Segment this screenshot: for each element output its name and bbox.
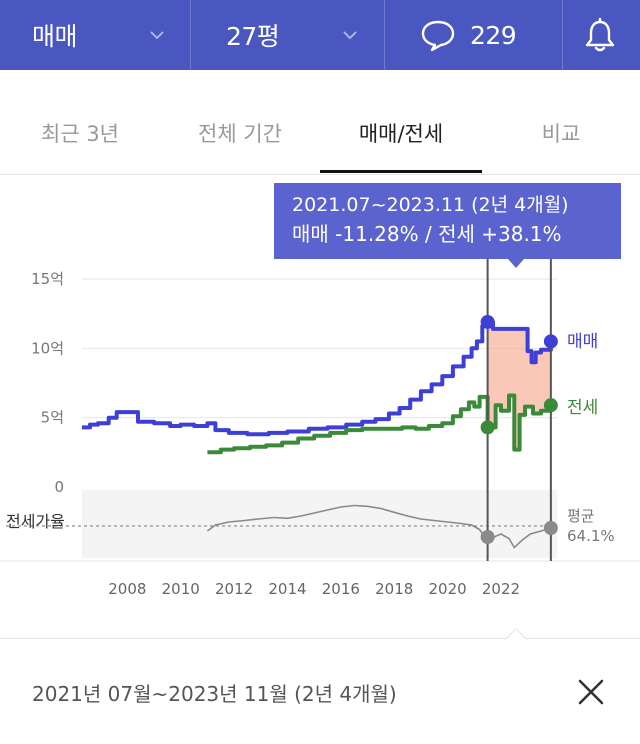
y-tick-label: 15억 <box>31 270 64 288</box>
x-tick-label: 2010 <box>162 580 200 598</box>
header-divider <box>190 0 191 70</box>
close-icon[interactable] <box>574 675 608 709</box>
speech-bubble-icon <box>421 20 455 52</box>
ratio-marker-start <box>480 530 495 544</box>
tab-compare[interactable]: 비교 <box>541 122 581 146</box>
y-tick-label: 5억 <box>41 409 64 427</box>
tooltip-change: 매매 -11.28% / 전세 +38.1% <box>292 222 562 246</box>
x-tick-label: 2016 <box>322 580 360 598</box>
deal-type-dropdown[interactable]: 매매 <box>32 0 78 70</box>
ratio-line <box>206 504 552 549</box>
ratio-panel-bg <box>82 490 557 558</box>
y-tick-label: 10억 <box>31 339 64 357</box>
ratio-avg-label: 평균 <box>567 507 595 525</box>
ratio-avg-value: 64.1% <box>567 527 615 545</box>
x-tick-label: 2014 <box>268 580 306 598</box>
bottom-notch <box>506 628 526 648</box>
header-divider <box>384 0 385 70</box>
deal-type-label: 매매 <box>32 22 78 51</box>
tab-all-period[interactable]: 전체 기간 <box>198 122 282 146</box>
tooltip-pointer <box>508 259 524 268</box>
tab-sale-jeonse[interactable]: 매매/전세 <box>358 122 444 146</box>
selection-tooltip: 2021.07~2023.11 (2년 4개월) 매매 -11.28% / 전세… <box>274 183 621 259</box>
sale-marker-start <box>480 314 495 329</box>
selection-change-area <box>487 321 551 450</box>
bottom-divider <box>0 638 640 639</box>
x-tick-label: 2018 <box>375 580 413 598</box>
jeonse-price-line <box>207 393 553 455</box>
series-label-sale: 매매 <box>567 332 598 352</box>
jeonse-marker-end <box>543 398 558 413</box>
series-label-jeonse: 전세 <box>567 398 598 418</box>
bell-icon <box>585 17 615 52</box>
y-axis: 0 5억 10억 15억 <box>31 270 64 496</box>
y-tick-label: 0 <box>54 478 64 496</box>
selected-period-text: 2021년 07월~2023년 11월 (2년 4개월) <box>32 682 397 706</box>
sale-price-line <box>82 320 553 437</box>
tooltip-period: 2021.07~2023.11 (2년 4개월) <box>292 194 569 216</box>
notification-button[interactable] <box>583 0 617 70</box>
header-divider <box>562 0 563 70</box>
chevron-down-icon[interactable] <box>150 25 164 45</box>
area-label: 27평 <box>226 22 280 51</box>
tab-recent-3-years[interactable]: 최근 3년 <box>41 122 119 146</box>
area-dropdown[interactable]: 27평 <box>226 0 280 70</box>
tabs-divider <box>0 174 640 175</box>
series-lines <box>82 320 553 549</box>
sale-marker-end <box>543 334 558 349</box>
comments-button[interactable]: 229 <box>420 0 517 70</box>
x-tick-label: 2008 <box>108 580 146 598</box>
ratio-marker-end <box>543 521 558 535</box>
period-tabs: 최근 3년 전체 기간 매매/전세 비교 <box>0 100 640 175</box>
series-markers <box>480 314 558 544</box>
ratio-label: 전세가율 <box>6 512 65 531</box>
x-tick-label: 2020 <box>428 580 466 598</box>
x-tick-label: 2022 <box>482 580 520 598</box>
jeonse-marker-start <box>480 420 495 435</box>
comment-count: 229 <box>470 20 517 50</box>
x-axis: 2008 2010 2012 2014 2016 2018 2020 2022 <box>108 580 520 598</box>
x-tick-label: 2012 <box>215 580 253 598</box>
top-bar: 매매 27평 229 <box>0 0 640 70</box>
chevron-down-icon[interactable] <box>343 25 357 45</box>
active-tab-indicator <box>320 170 482 173</box>
